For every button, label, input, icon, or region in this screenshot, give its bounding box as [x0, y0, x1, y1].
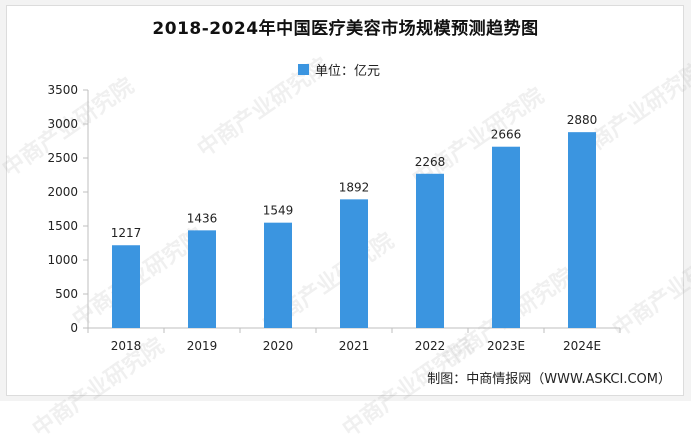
bar	[416, 173, 444, 328]
bar-value-label: 2666	[491, 128, 522, 142]
y-tick-label: 1000	[47, 253, 78, 267]
x-tick-label: 2019	[187, 339, 218, 353]
bar-value-label: 1217	[111, 226, 142, 240]
x-tick-label: 2022	[415, 339, 446, 353]
legend-swatch	[298, 63, 309, 75]
bar-value-label: 2268	[415, 155, 446, 169]
y-tick-label: 3500	[47, 83, 78, 97]
bar-value-label: 1436	[187, 211, 218, 225]
y-tick-label: 2000	[47, 185, 78, 199]
bar	[568, 132, 596, 328]
bar-chart: 0 500 1000 1500 2000 2500 3000 3500 1217 2018 1436…	[47, 83, 621, 353]
y-tick-label: 500	[55, 287, 78, 301]
x-tick-label: 2021	[339, 339, 370, 353]
bar	[264, 222, 292, 328]
y-tick-label: 3000	[47, 117, 78, 131]
y-tick-label: 0	[70, 321, 78, 335]
bar	[492, 146, 520, 328]
source-credit: 制图：中商情报网（WWW.ASKCI.COM）	[427, 372, 671, 387]
bar	[112, 245, 140, 328]
bar-value-label: 2880	[567, 113, 598, 127]
bar	[188, 230, 216, 328]
legend-label: 单位：亿元	[315, 63, 381, 79]
bar-value-label: 1549	[263, 204, 294, 218]
y-tick-label: 2500	[47, 151, 78, 165]
x-tick-label: 2018	[111, 339, 142, 353]
x-tick-label: 2023E	[487, 339, 525, 353]
bar	[340, 199, 368, 328]
chart-title: 2018-2024年中国医疗美容市场规模预测趋势图	[152, 19, 539, 39]
legend: 单位：亿元	[298, 60, 381, 79]
x-tick-label: 2020	[263, 339, 294, 353]
x-tick-label: 2024E	[563, 339, 601, 353]
y-tick-label: 1500	[47, 219, 78, 233]
bar-value-label: 1892	[339, 180, 370, 194]
